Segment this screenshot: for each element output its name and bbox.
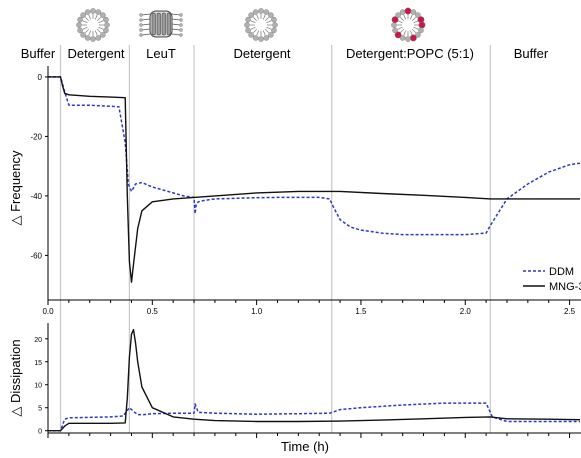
y-tick-label-0: 0 bbox=[38, 73, 43, 82]
x-tick-label-3: 1.5 bbox=[355, 307, 367, 316]
y-tick-label-0: 0 bbox=[38, 429, 42, 436]
x-axis-label: Time (h) bbox=[281, 439, 329, 454]
frequency-series bbox=[48, 76, 581, 283]
x-tick-label-4: 2.0 bbox=[460, 307, 472, 316]
x-tick-label-5: 2.5 bbox=[564, 307, 576, 316]
phase-label-buffer-start: Buffer bbox=[21, 46, 56, 61]
x-tick-label-2: 1.0 bbox=[251, 307, 263, 316]
x-tick-label-1: 0.5 bbox=[147, 307, 159, 316]
series-line-ddm bbox=[48, 76, 581, 236]
phase-label-leut: LeuT bbox=[146, 46, 176, 61]
legend-label-ddm: DDM bbox=[549, 266, 574, 278]
mixed-micelle-icon bbox=[391, 7, 426, 42]
dissipation-y-axis-label: △ Dissipation bbox=[8, 339, 23, 416]
legend-label-mng3: MNG-3 bbox=[549, 281, 581, 293]
dissipation-axes: 0 5 10 15 20 bbox=[34, 323, 581, 438]
y-tick-label-1: 5 bbox=[38, 406, 42, 413]
y-tick-label-2: -40 bbox=[30, 192, 42, 201]
dissipation-panel: 0 5 10 15 20 △ Dissipation Time (h) bbox=[8, 323, 581, 454]
series-line-mng-3 bbox=[48, 76, 580, 283]
series-line-ddm bbox=[48, 402, 580, 432]
phase-label-detergent-1: Detergent bbox=[67, 46, 124, 61]
frequency-panel: 0 -20 -40 -60 0.0 0.5 1.0 1.5 2.0 2.5 △ Frequency… bbox=[8, 66, 581, 316]
leut-protein-icon bbox=[139, 10, 183, 38]
y-tick-label-1: -20 bbox=[30, 132, 42, 141]
phase-label-detergent-2: Detergent bbox=[233, 46, 290, 61]
micelle-icon-detergent-1 bbox=[76, 8, 110, 42]
frequency-axes: 0 -20 -40 -60 0.0 0.5 1.0 1.5 2.0 2.5 bbox=[30, 66, 581, 316]
y-tick-label-3: 15 bbox=[34, 360, 42, 367]
legend: DDM MNG-3 bbox=[523, 266, 581, 293]
phase-labels: Buffer Detergent LeuT Detergent Detergen… bbox=[21, 46, 549, 61]
micelle-icon-detergent-2 bbox=[244, 8, 278, 42]
series-line-mng-3 bbox=[48, 328, 581, 432]
phase-label-buffer-end: Buffer bbox=[514, 46, 549, 61]
x-tick-label-0: 0.0 bbox=[42, 307, 54, 316]
y-tick-label-2: 10 bbox=[34, 383, 42, 390]
dissipation-series bbox=[48, 328, 581, 432]
y-tick-label-3: -60 bbox=[30, 251, 42, 260]
y-tick-label-4: 20 bbox=[34, 337, 42, 344]
phase-icons bbox=[76, 7, 426, 42]
phase-label-detergent-popc: Detergent:POPC (5:1) bbox=[346, 46, 474, 61]
frequency-y-axis-label: △ Frequency bbox=[8, 150, 23, 226]
